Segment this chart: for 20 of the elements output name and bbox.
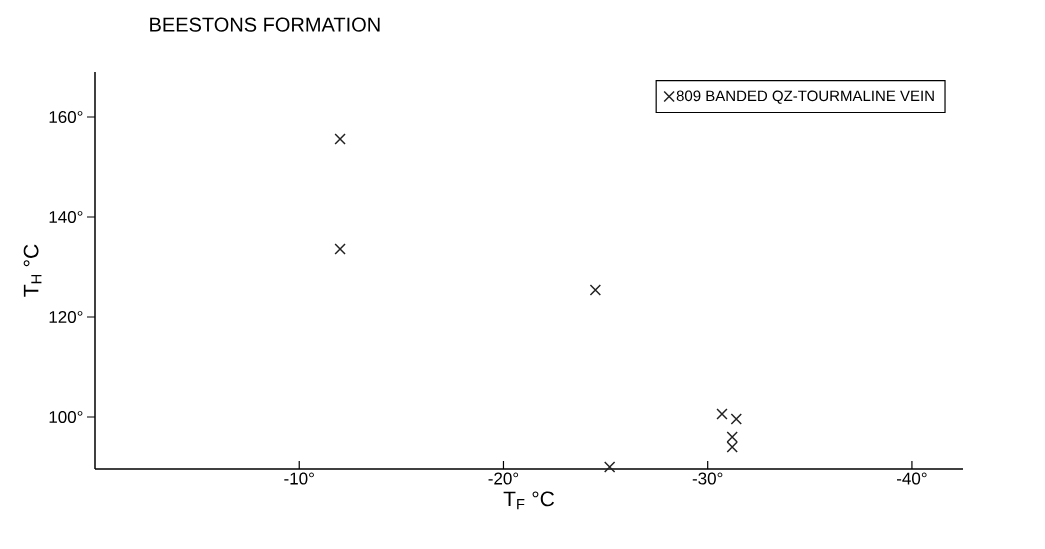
chart-title: BEESTONS FORMATION bbox=[150, 17, 380, 32]
legend-label: 809 BANDED QZ-TOURMALINE VEIN bbox=[676, 90, 934, 104]
point bbox=[603, 461, 616, 473]
point bbox=[334, 133, 346, 145]
point bbox=[726, 441, 738, 453]
x-tick-label: -10° bbox=[284, 472, 314, 485]
y-tick-label: 100° bbox=[49, 410, 83, 424]
point bbox=[726, 431, 738, 443]
x-tick-label: -40° bbox=[897, 472, 927, 485]
x-tick-label: -30° bbox=[692, 472, 723, 485]
y-tick-label: 120° bbox=[49, 310, 83, 324]
x-tick-label: -20° bbox=[488, 472, 519, 485]
y-tick-label: 140° bbox=[49, 210, 83, 224]
point bbox=[716, 408, 728, 420]
y-axis-title: T$_{H}$ °C bbox=[23, 244, 42, 297]
y-tick-label: 160° bbox=[49, 110, 83, 124]
point bbox=[334, 243, 346, 255]
point bbox=[589, 284, 602, 296]
point bbox=[730, 413, 742, 425]
x-axis-title: T$_{F}$ °C bbox=[503, 491, 555, 510]
